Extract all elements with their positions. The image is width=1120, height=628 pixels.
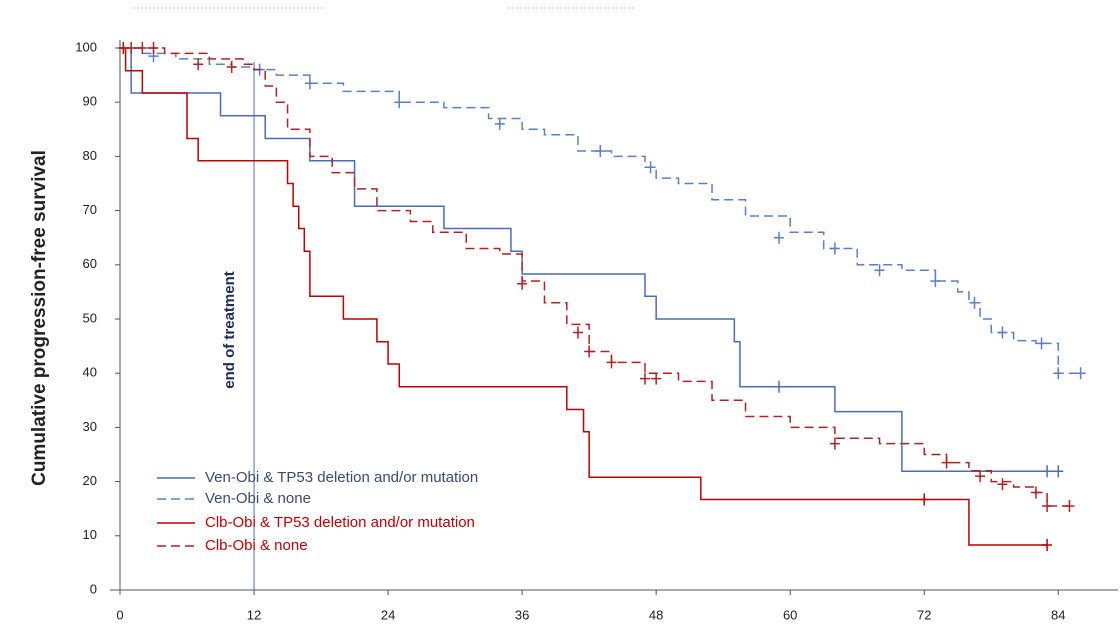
censor-mark [969, 296, 980, 309]
censor-mark [126, 42, 137, 54]
y-tick-label: 90 [83, 94, 97, 109]
y-tick-label: 20 [83, 473, 97, 488]
legend-label: Clb-Obi & none [205, 537, 308, 554]
y-tick-label: 100 [75, 39, 97, 54]
y-tick-label: 80 [83, 148, 97, 163]
y-tick-label: 70 [83, 202, 97, 217]
y-tick-label: 60 [83, 256, 97, 271]
censor-mark [606, 356, 617, 369]
censor-mark [651, 372, 662, 385]
censor-mark [1030, 486, 1041, 499]
y-tick-label: 50 [83, 310, 97, 325]
survival-curve [120, 47, 1081, 374]
censor-mark [1042, 465, 1053, 478]
censor-mark [137, 42, 148, 54]
legend-label: Ven-Obi & TP53 deletion and/or mutation [205, 469, 478, 486]
x-tick-label: 0 [116, 607, 123, 622]
y-axis-label: Cumulative progression-free survival [29, 150, 50, 486]
censor-mark [304, 77, 315, 90]
censor-mark [941, 456, 952, 469]
censor-mark [494, 117, 505, 130]
censor-mark [930, 275, 941, 288]
censor-mark [193, 58, 204, 71]
x-tick-label: 48 [649, 607, 663, 622]
censor-mark [148, 42, 159, 54]
survival-curve [120, 47, 1070, 507]
censor-mark [774, 380, 785, 393]
y-tick-label: 40 [83, 365, 97, 380]
y-tick-label: 30 [83, 419, 97, 434]
y-tick-label: 0 [90, 581, 97, 596]
censor-mark [919, 493, 930, 506]
y-tick-label: 10 [83, 527, 97, 542]
censor-mark [1042, 539, 1053, 552]
censor-mark [975, 470, 986, 483]
censor-mark [595, 144, 606, 157]
censor-mark [1053, 465, 1064, 478]
censor-mark [774, 231, 785, 244]
censor-mark [1053, 367, 1064, 380]
x-tick-label: 24 [381, 607, 395, 622]
x-tick-label: 72 [917, 607, 931, 622]
censor-mark [1064, 499, 1075, 512]
censor-mark [997, 326, 1008, 339]
x-tick-label: 84 [1051, 607, 1065, 622]
censor-mark [1075, 367, 1086, 380]
censor-mark [1036, 337, 1047, 350]
survival-curve [120, 47, 1048, 546]
x-tick-label: 60 [783, 607, 797, 622]
legend-label: Ven-Obi & none [205, 490, 311, 507]
censor-mark [645, 161, 656, 174]
censor-mark [639, 372, 650, 385]
censor-mark [829, 242, 840, 255]
censor-mark [394, 96, 405, 109]
censor-mark [572, 326, 583, 339]
censor-mark [584, 345, 595, 358]
censor-mark [874, 264, 885, 277]
survival-curve [120, 47, 1059, 473]
censor-mark [226, 60, 237, 73]
censor-mark [997, 478, 1008, 491]
censor-mark [829, 437, 840, 450]
censor-mark [517, 277, 528, 290]
annotation: end of treatment [221, 271, 238, 389]
x-tick-label: 36 [515, 607, 529, 622]
x-tick-label: 12 [247, 607, 261, 622]
censor-mark [1042, 499, 1053, 512]
legend-label: Clb-Obi & TP53 deletion and/or mutation [205, 514, 475, 531]
